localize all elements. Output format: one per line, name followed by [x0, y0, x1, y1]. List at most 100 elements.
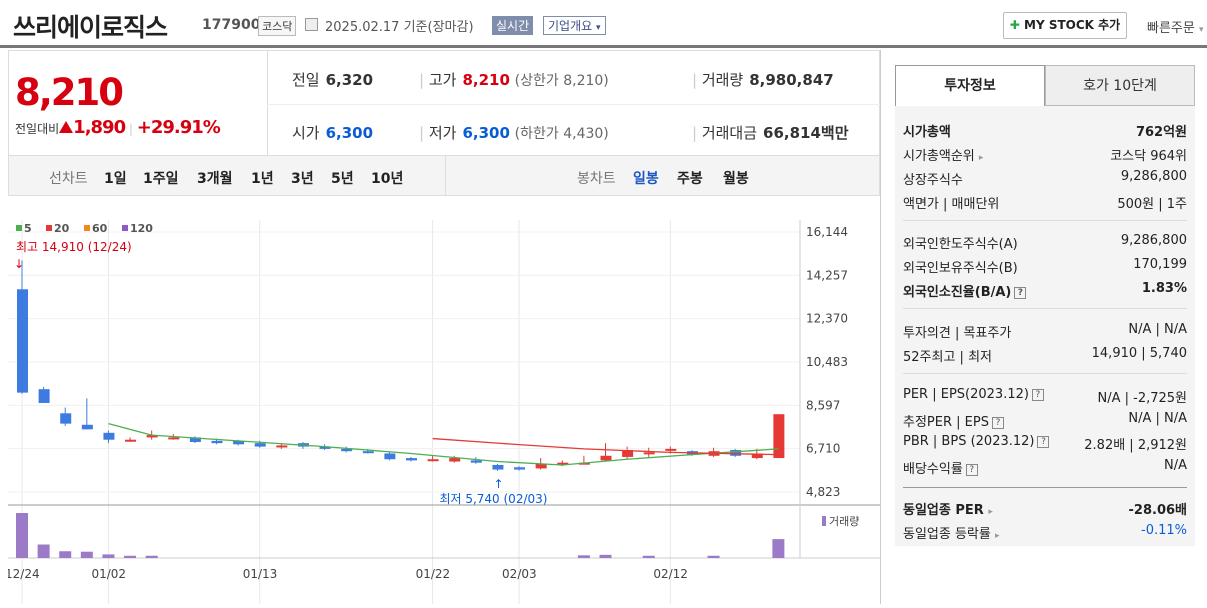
volume-bar — [102, 554, 115, 558]
price-box: 8,210 전일대비 1,890 | +29.91% 전일 6,320 | 고가 8,… — [8, 50, 880, 157]
period-3m[interactable]: 3개월 — [197, 171, 233, 187]
period-1y[interactable]: 1년 — [251, 171, 274, 187]
candle-body — [189, 437, 201, 443]
volume-bar — [599, 554, 612, 558]
candle-body — [535, 463, 547, 469]
candle-body — [643, 452, 655, 455]
period-5y[interactable]: 5년 — [331, 171, 354, 187]
candle-chart-label: 봉차트 — [577, 171, 616, 187]
candle-body — [146, 435, 158, 438]
candle-body — [557, 462, 569, 465]
legend-label: 60 — [92, 222, 108, 235]
stock-name: 쓰리에이로직스 — [13, 13, 168, 42]
chevron-right-icon: ▸ — [978, 153, 984, 163]
price-change: 전일대비 1,890 | +29.91% — [15, 117, 221, 138]
candle-body — [168, 437, 180, 440]
volume-bar — [145, 555, 158, 558]
x-tick-label: 01/22 — [416, 567, 451, 581]
realtime-button[interactable]: 실시간 — [492, 16, 534, 35]
x-tick-label: 02/03 — [502, 567, 537, 581]
help-icon[interactable]: ? — [1031, 388, 1044, 401]
volume-legend-swatch — [822, 516, 826, 526]
candle-body — [362, 451, 374, 454]
y-tick-label: 10,483 — [806, 355, 848, 369]
period-1d[interactable]: 1일 — [104, 171, 127, 187]
period-3y[interactable]: 3년 — [291, 171, 314, 187]
chart-svg: 16,144 14,257 12,370 10,483 8,597 6,710 4,823 5… — [5, 220, 880, 604]
tab-orderbook-10[interactable]: 호가 10단계 — [1045, 65, 1195, 106]
help-icon[interactable]: ? — [965, 463, 978, 476]
date-text: 2025.02.17 기준(장마감) — [325, 20, 474, 35]
legend-swatch — [122, 225, 128, 231]
volume-bar — [124, 555, 137, 558]
x-tick-label: 01/13 — [243, 567, 278, 581]
help-icon[interactable]: ? — [1014, 286, 1027, 299]
y-tick-label: 14,257 — [806, 268, 848, 282]
header: 쓰리에이로직스 177900 코스닥 2025.02.17 기준(장마감) 실시… — [0, 0, 1207, 48]
candle-body — [60, 413, 72, 424]
x-tick-label: 02/12 — [653, 567, 688, 581]
period-1w[interactable]: 1주일 — [143, 171, 179, 187]
my-stock-add-button[interactable]: ✚ MY STOCK 추가 — [1003, 12, 1127, 39]
candle-body — [751, 453, 763, 459]
ma5-line — [108, 423, 779, 466]
up-arrow-icon — [59, 121, 74, 133]
chevron-right-icon: ▸ — [988, 507, 993, 517]
quick-order-button[interactable]: 빠른주문 ▾ — [1147, 21, 1204, 36]
help-icon[interactable]: ? — [991, 416, 1004, 429]
line-chart-label: 선차트 — [49, 171, 88, 187]
volume-bar — [772, 539, 785, 558]
x-tick-label: 01/02 — [91, 567, 126, 581]
ma20-line — [432, 437, 779, 456]
x-tick-label: 12/24 — [8, 567, 40, 581]
candle-body — [384, 453, 396, 460]
tab-investment-info[interactable]: 투자정보 — [895, 65, 1045, 106]
open-price: 시가 6,300 — [292, 124, 374, 142]
calendar-icon — [305, 18, 318, 31]
info-panel: 투자정보 호가 10단계 시가총액 762억원 시가총액순위 ▸ 코스닥 964위 … — [880, 50, 1207, 604]
volume-label: 거래량 — [829, 515, 859, 528]
candle-body — [38, 389, 50, 403]
stock-code: 177900 — [202, 17, 261, 33]
y-tick-label: 4,823 — [806, 485, 840, 499]
chevron-down-icon: ▾ — [596, 23, 601, 33]
help-icon[interactable]: ? — [1037, 435, 1050, 448]
volume-bar — [707, 555, 720, 558]
candle-body — [622, 450, 634, 457]
y-tick-label: 6,710 — [806, 442, 840, 456]
legend-label: 20 — [54, 222, 70, 235]
candle-body — [341, 448, 353, 452]
candle-body — [319, 446, 331, 449]
candle-body — [406, 458, 417, 461]
volume-bar — [16, 513, 28, 558]
low-note: 최저 5,740 (02/03) — [439, 492, 547, 506]
high-note: 최고 14,910 (12/24) — [16, 240, 132, 254]
candle-body — [81, 424, 93, 430]
candle-body — [211, 440, 223, 444]
investment-info-table: 시가총액 762억원 시가총액순위 ▸ 코스닥 964위 상장주식수 9,286,80… — [895, 106, 1195, 546]
low-arrow-icon: ↑ — [493, 477, 503, 491]
legend-swatch — [84, 225, 90, 231]
candle-daily[interactable]: 일봉 — [633, 171, 659, 187]
candle-body — [492, 464, 504, 470]
candle-body — [103, 432, 115, 440]
chevron-down-icon: ▾ — [1198, 25, 1204, 35]
info-tabs: 투자정보 호가 10단계 — [895, 65, 1195, 106]
candle-weekly[interactable]: 주봉 — [677, 171, 703, 187]
candle-body — [514, 467, 526, 470]
trade-amount: | 거래대금 66,814백만 — [692, 124, 849, 142]
high-price: | 고가 8,210 (상한가 8,210) — [419, 71, 609, 89]
volume-bar — [577, 555, 590, 558]
candle-body — [730, 450, 742, 456]
candle-monthly[interactable]: 월봉 — [723, 171, 749, 187]
stock-chart[interactable]: 16,144 14,257 12,370 10,483 8,597 6,710 4,823 5… — [5, 210, 880, 604]
candle-body — [773, 414, 785, 459]
legend-swatch — [46, 225, 52, 231]
candle-body — [254, 443, 266, 447]
period-10y[interactable]: 10년 — [371, 171, 404, 187]
y-tick-label: 8,597 — [806, 398, 840, 412]
y-tick-label: 16,144 — [806, 225, 848, 239]
market-badge: 코스닥 — [258, 16, 297, 36]
high-arrow-icon: ↓ — [14, 257, 24, 271]
company-overview-dropdown[interactable]: 기업개요 ▾ — [543, 16, 606, 35]
